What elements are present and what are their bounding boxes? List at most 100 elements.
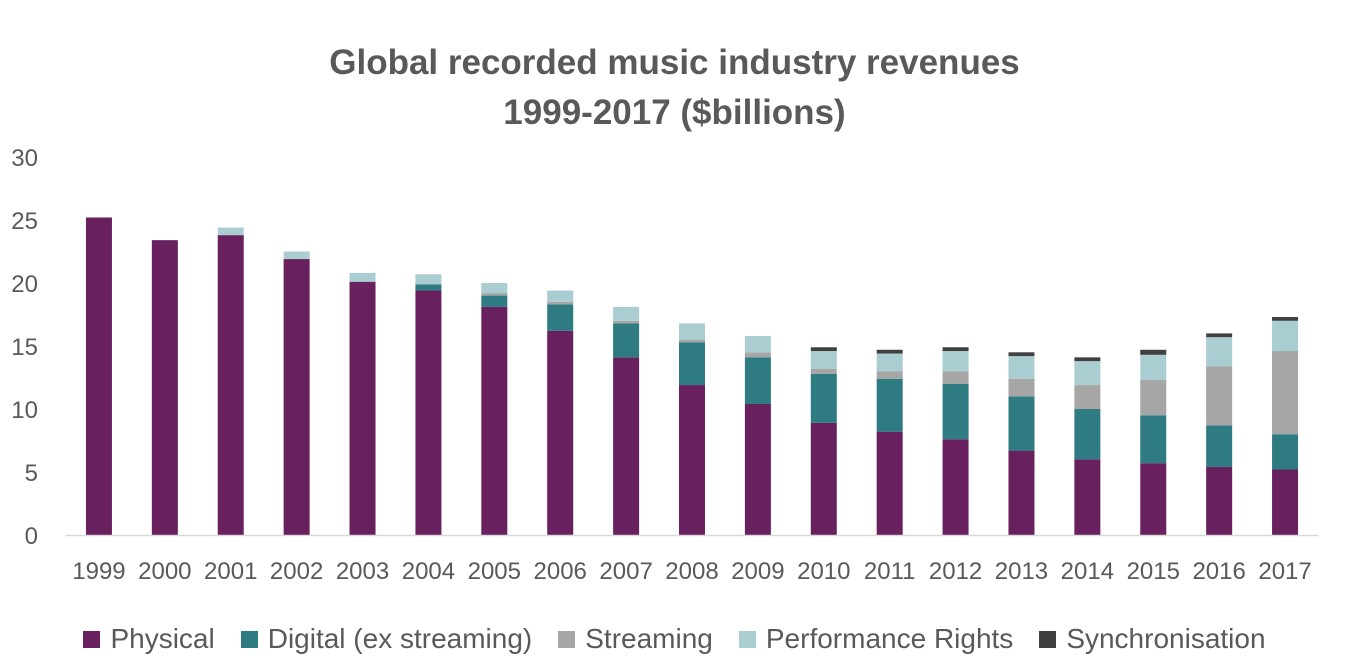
legend-label: Synchronisation: [1066, 623, 1266, 654]
bar-segment: [613, 357, 640, 535]
bar-segment: [481, 283, 508, 294]
bar-segment: [942, 383, 969, 440]
x-tick-label: 2004: [402, 558, 455, 585]
bar-segment: [1008, 450, 1035, 535]
bar-segment: [810, 422, 837, 535]
legend-label: Streaming: [585, 623, 713, 654]
bar-segment: [1140, 380, 1167, 416]
bar-segment: [415, 284, 442, 291]
x-tick-label: 2008: [665, 558, 718, 585]
bar-segment: [810, 347, 837, 352]
bar-segment: [415, 274, 442, 285]
x-tick-label: 2003: [336, 558, 389, 585]
legend-swatch: [240, 630, 258, 648]
bar-segment: [679, 339, 705, 343]
bar-segment: [613, 306, 640, 321]
bar-segment: [283, 259, 310, 535]
legend-swatch: [1039, 630, 1057, 648]
x-tick-label: 2000: [138, 558, 191, 585]
bar-segment: [481, 306, 508, 535]
bar-segment: [744, 352, 771, 358]
bar-segment: [942, 351, 969, 372]
y-tick-label: 0: [25, 523, 38, 550]
legend-item: Digital (ex streaming): [240, 623, 533, 655]
bar-segment: [1206, 425, 1233, 467]
bar-segment: [1206, 333, 1233, 338]
legend-swatch: [558, 630, 576, 648]
bar-segment: [1140, 463, 1167, 535]
bar-segment: [744, 403, 771, 535]
legend-item: Physical: [83, 623, 215, 655]
bar-segment: [1008, 378, 1035, 397]
bar-segment: [1272, 317, 1299, 321]
bar-segment: [876, 371, 903, 379]
bar-segment: [217, 235, 244, 535]
bar-segment: [1008, 356, 1035, 379]
bar-segment: [283, 251, 310, 260]
bar-segment: [1272, 469, 1299, 535]
x-tick-label: 2016: [1192, 558, 1245, 585]
bar-segment: [1272, 434, 1299, 470]
bar-segment: [876, 349, 903, 354]
bar-segment: [1272, 351, 1299, 435]
bar-segment: [1206, 466, 1233, 535]
bar-segment: [481, 293, 508, 296]
y-tick-label: 5: [25, 460, 38, 487]
bar-segment: [1272, 320, 1299, 352]
bar-segment: [810, 351, 837, 369]
bar-segment: [942, 347, 969, 352]
x-tick-label: 2013: [995, 558, 1048, 585]
bar-segment: [1140, 349, 1167, 355]
x-tick-label: 2015: [1127, 558, 1180, 585]
x-tick-label: 2006: [534, 558, 587, 585]
bar-segment: [547, 330, 574, 535]
chart-title: Global recorded music industry revenues …: [0, 38, 1349, 138]
legend-swatch: [83, 630, 101, 648]
bar-segment: [942, 439, 969, 535]
x-tick-label: 2012: [929, 558, 982, 585]
bar-segment: [481, 295, 508, 307]
bar-segment: [942, 371, 969, 384]
bar-segment: [1074, 409, 1101, 460]
bar-segment: [810, 368, 837, 374]
bar-segment: [1008, 352, 1035, 357]
x-tick-label: 2009: [731, 558, 784, 585]
bar-segment: [1008, 396, 1035, 451]
bar-segment: [613, 320, 640, 324]
bar-segment: [876, 431, 903, 535]
y-tick-label: 30: [11, 145, 38, 172]
bar-segment: [810, 373, 837, 423]
bar-segment: [679, 385, 705, 535]
y-tick-label: 20: [11, 271, 38, 298]
x-tick-label: 2005: [468, 558, 521, 585]
legend-label: Digital (ex streaming): [267, 623, 533, 654]
x-tick-label: 2002: [270, 558, 323, 585]
legend-item: Performance Rights: [738, 623, 1013, 655]
x-tick-label: 2001: [204, 558, 257, 585]
legend-item: Streaming: [558, 623, 713, 655]
legend-item: Synchronisation: [1039, 623, 1266, 655]
bar-segment: [415, 290, 442, 535]
bar-segment: [349, 281, 376, 535]
bar-segment: [1140, 354, 1167, 381]
bar-segment: [151, 240, 178, 535]
bar-segment: [1074, 459, 1101, 535]
chart-title-line-2: 1999-2017 ($billions): [503, 93, 846, 132]
bar-segment: [744, 335, 771, 353]
bar-segment: [1074, 357, 1101, 362]
bar-segment: [679, 342, 705, 386]
y-tick-label: 15: [11, 334, 38, 361]
bar-segment: [876, 378, 903, 432]
legend-swatch: [738, 630, 756, 648]
bar-segment: [1206, 337, 1233, 367]
y-tick-label: 10: [11, 397, 38, 424]
legend-label: Physical: [110, 623, 215, 654]
bar-segment: [217, 227, 244, 236]
bar-segment: [349, 272, 376, 282]
chart-legend: Physical Digital (ex streaming) Streaming P…: [0, 619, 1349, 659]
x-tick-label: 1999: [72, 558, 125, 585]
bar-segment: [547, 290, 574, 302]
bar-segment: [1074, 385, 1101, 409]
x-tick-label: 2017: [1258, 558, 1311, 585]
